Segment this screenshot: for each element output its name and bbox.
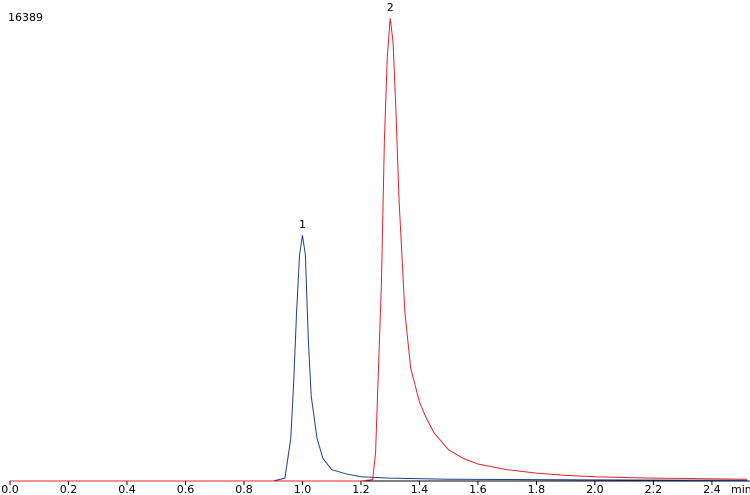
- x-tick-label: 1.6: [469, 483, 487, 495]
- x-tick-label: 0.6: [177, 483, 195, 495]
- x-tick-label: 2.2: [645, 483, 663, 495]
- x-tick-label: 0.8: [235, 483, 253, 495]
- x-tick-label: 0.0: [1, 483, 19, 495]
- y-tick-label: 16389: [8, 11, 43, 24]
- trace: [10, 17, 748, 482]
- x-tick-label: 2.4: [703, 483, 721, 495]
- x-tick-label: 1.0: [294, 483, 312, 495]
- x-tick-label: 1.2: [352, 483, 370, 495]
- x-tick-label: 0.4: [118, 483, 136, 495]
- x-tick-label: 1.4: [411, 483, 429, 495]
- x-axis-label: min: [731, 483, 750, 495]
- trace: [10, 235, 748, 482]
- x-tick-label: 1.8: [528, 483, 546, 495]
- peak-label: 2: [387, 1, 394, 14]
- peak-label: 1: [299, 218, 306, 231]
- x-tick-label: 2.0: [586, 483, 604, 495]
- x-tick-label: 0.2: [60, 483, 78, 495]
